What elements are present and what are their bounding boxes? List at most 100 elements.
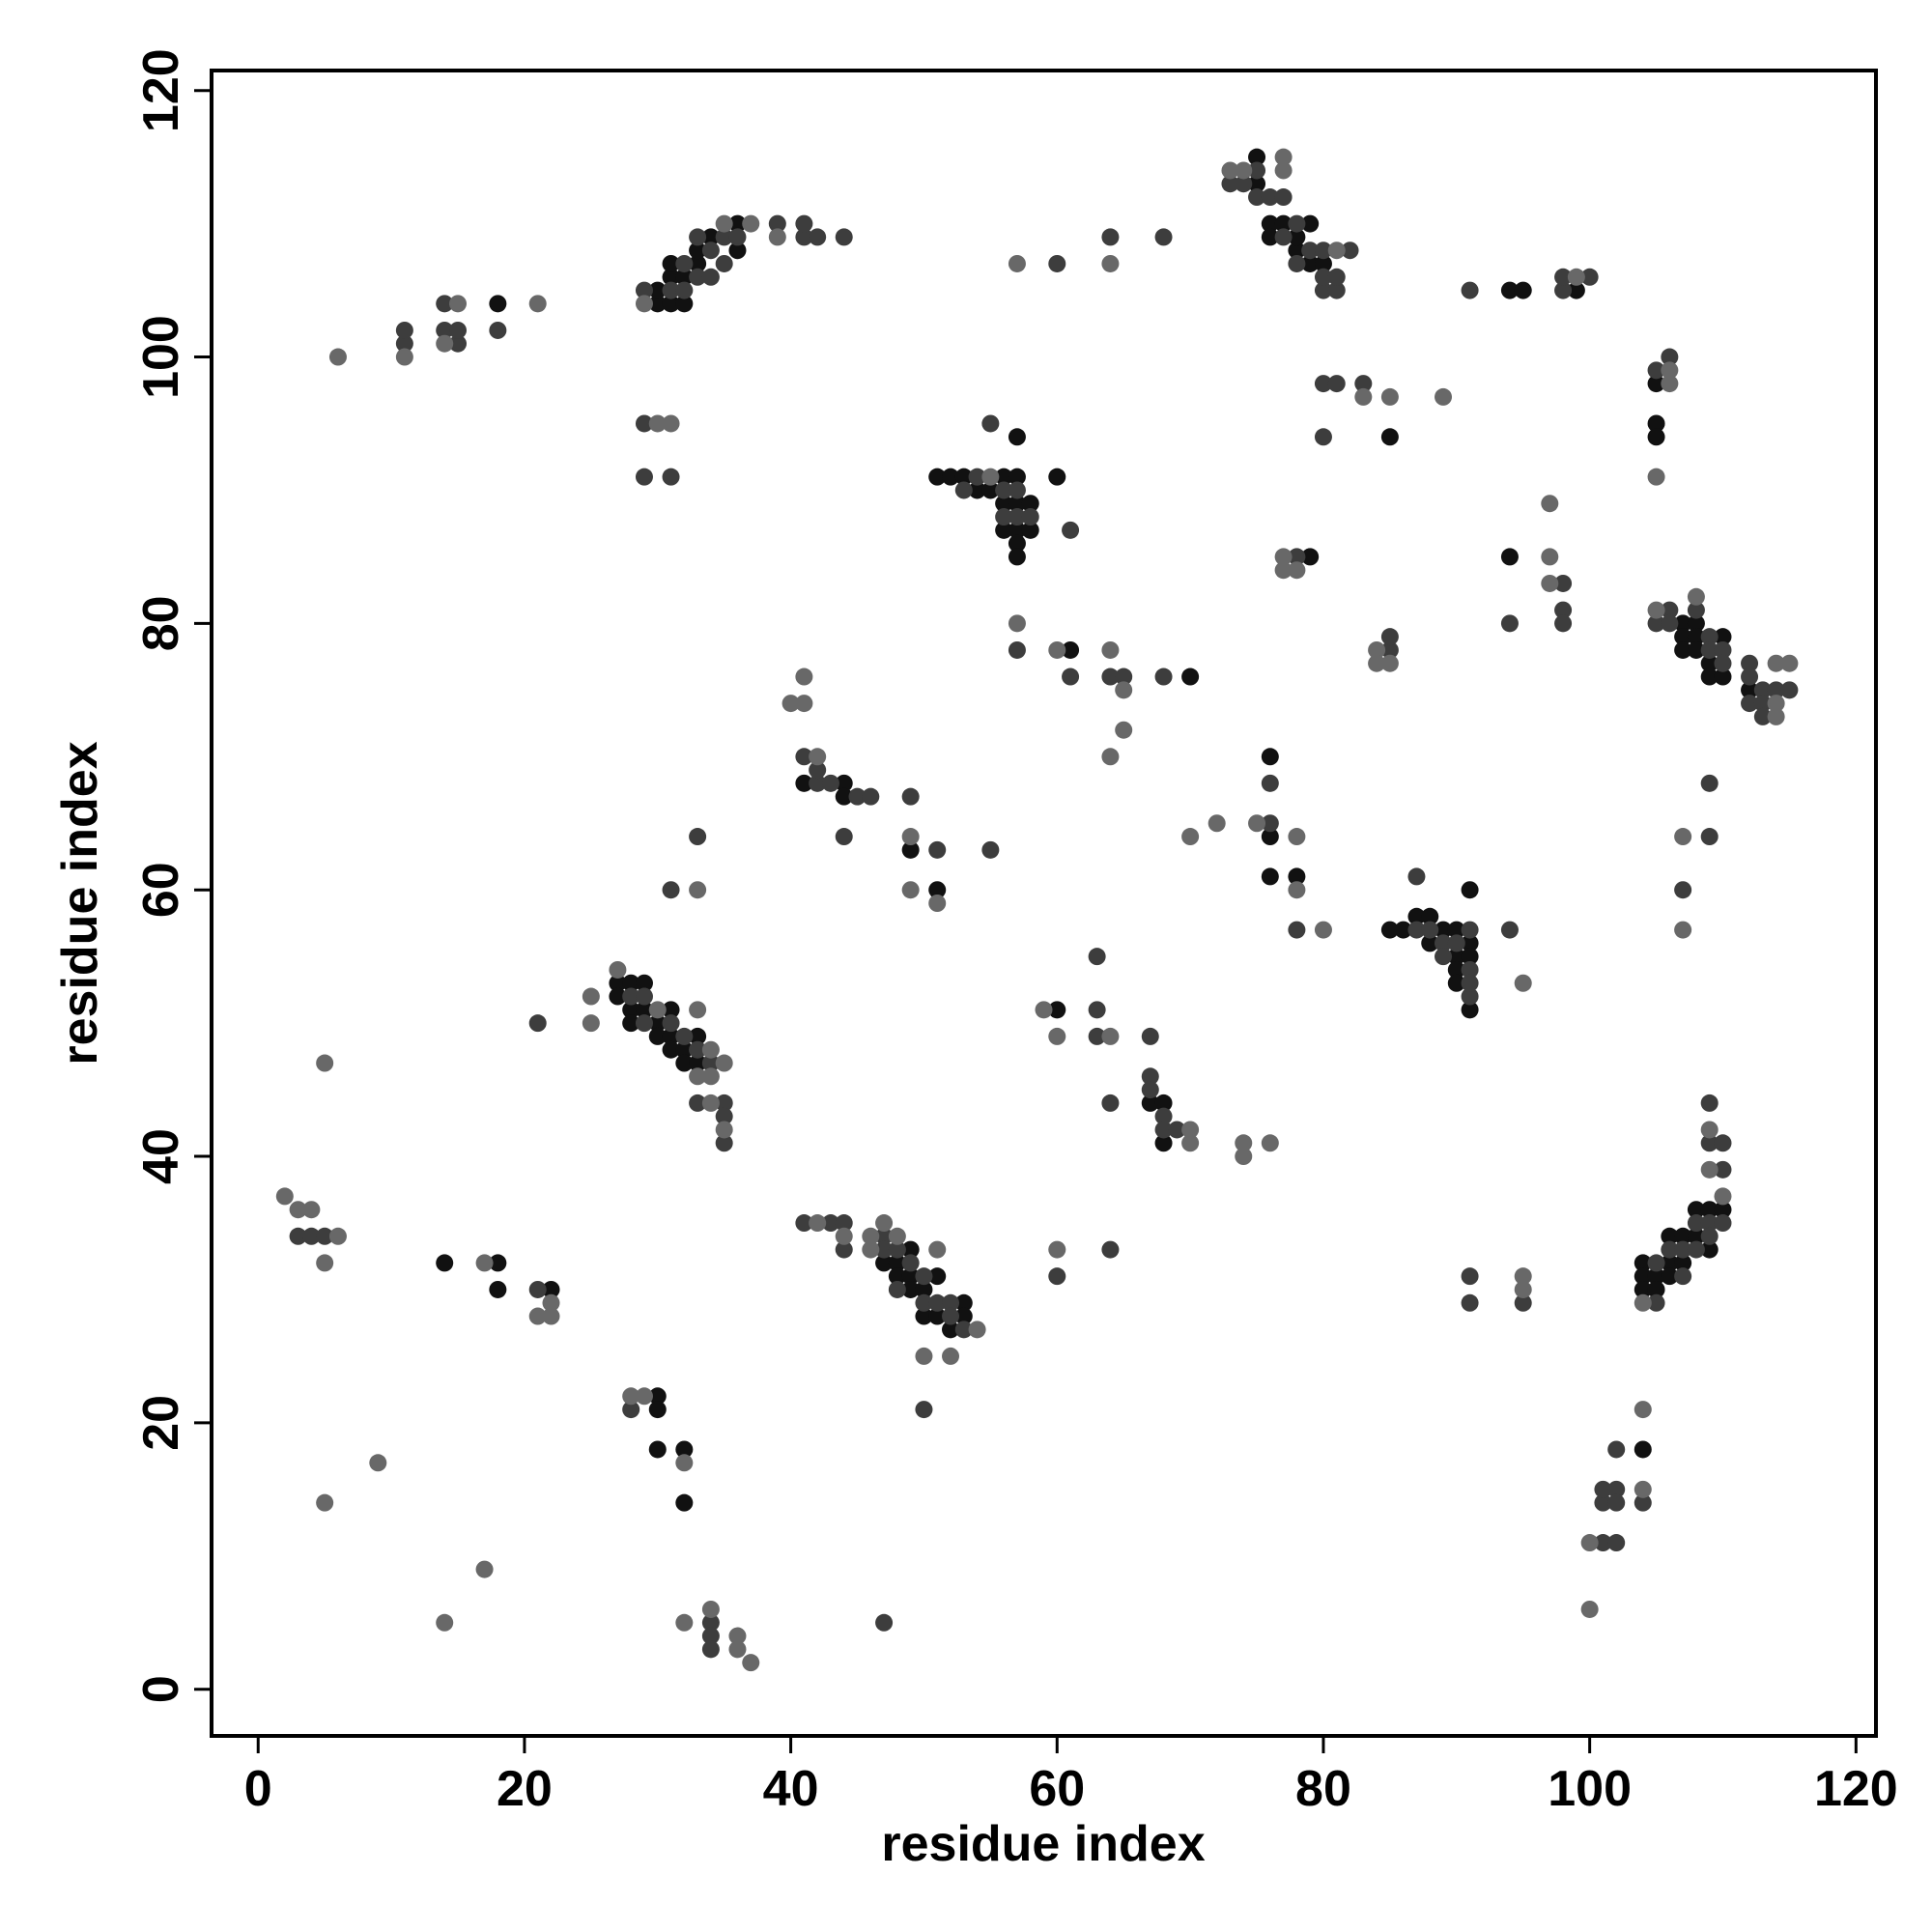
point <box>1115 721 1133 739</box>
point <box>728 214 747 233</box>
point <box>1248 814 1266 833</box>
point <box>981 468 1000 486</box>
point <box>1554 574 1573 592</box>
point <box>848 787 867 806</box>
point <box>1154 1134 1173 1152</box>
point <box>1700 1227 1719 1245</box>
plot-frame <box>210 69 1878 1738</box>
point <box>1235 1148 1253 1166</box>
point <box>1514 1280 1532 1298</box>
point <box>1687 1201 1705 1219</box>
point <box>689 228 707 246</box>
point <box>635 414 653 433</box>
point <box>1674 828 1692 846</box>
point <box>1168 1121 1186 1139</box>
point <box>328 348 347 366</box>
point <box>1647 361 1665 380</box>
point <box>675 268 694 286</box>
point <box>875 1613 894 1632</box>
point <box>915 1401 933 1419</box>
point <box>1461 881 1479 899</box>
point <box>1661 1227 1679 1245</box>
point <box>1380 640 1399 659</box>
point <box>1714 1160 1732 1179</box>
point <box>1554 281 1573 299</box>
point <box>1647 601 1665 619</box>
point <box>662 268 680 286</box>
point <box>648 1440 667 1459</box>
point <box>1248 175 1266 193</box>
point <box>835 1227 853 1245</box>
point <box>316 1493 334 1512</box>
point <box>942 1307 960 1325</box>
point <box>1021 508 1039 526</box>
point <box>1687 587 1705 606</box>
point <box>1700 640 1719 659</box>
point <box>1248 148 1266 166</box>
point <box>1435 934 1453 952</box>
point <box>1661 1254 1679 1272</box>
point <box>1714 1201 1732 1219</box>
point <box>1714 654 1732 672</box>
point <box>1048 468 1066 486</box>
point <box>835 774 853 792</box>
point <box>489 1280 507 1298</box>
point <box>901 881 920 899</box>
point <box>528 1014 547 1033</box>
point <box>742 214 760 233</box>
point <box>1461 1293 1479 1312</box>
point <box>1314 921 1332 939</box>
point <box>1447 960 1465 979</box>
point <box>1101 640 1120 659</box>
point <box>1327 242 1346 260</box>
point <box>662 281 680 299</box>
point <box>1447 934 1465 952</box>
point <box>701 1040 720 1059</box>
point <box>1567 268 1585 286</box>
point <box>995 495 1013 513</box>
point <box>1248 188 1266 207</box>
point <box>1327 268 1346 286</box>
point <box>475 1254 494 1272</box>
point <box>1421 907 1439 925</box>
point <box>901 1280 920 1298</box>
point <box>316 1054 334 1072</box>
point <box>1088 1027 1106 1045</box>
point <box>942 1347 960 1365</box>
point <box>1514 974 1532 992</box>
point <box>1208 814 1226 833</box>
point <box>1634 1440 1652 1459</box>
point <box>1141 1067 1159 1086</box>
point <box>622 1014 640 1033</box>
point <box>662 1040 680 1059</box>
point <box>795 668 813 686</box>
point <box>609 974 627 992</box>
point <box>622 1401 640 1419</box>
point <box>542 1293 560 1312</box>
point <box>316 1254 334 1272</box>
point <box>1447 921 1465 939</box>
point <box>701 242 720 260</box>
point <box>701 1094 720 1112</box>
point <box>1115 681 1133 699</box>
point <box>622 1387 640 1406</box>
point <box>395 321 413 339</box>
y-axis-label: residue index <box>52 741 108 1065</box>
point <box>542 1280 560 1298</box>
point <box>795 748 813 766</box>
point <box>675 1613 694 1632</box>
point <box>1607 1534 1626 1552</box>
point <box>662 881 680 899</box>
point <box>528 1280 547 1298</box>
point <box>1647 1254 1665 1272</box>
point <box>701 1613 720 1632</box>
point <box>1500 614 1519 633</box>
point <box>1154 228 1173 246</box>
point <box>1435 921 1453 939</box>
point <box>928 840 947 859</box>
point <box>701 1067 720 1086</box>
x-tick-label: 0 <box>244 1761 272 1817</box>
point <box>875 1254 894 1272</box>
point <box>1634 1267 1652 1286</box>
point <box>1288 254 1306 272</box>
